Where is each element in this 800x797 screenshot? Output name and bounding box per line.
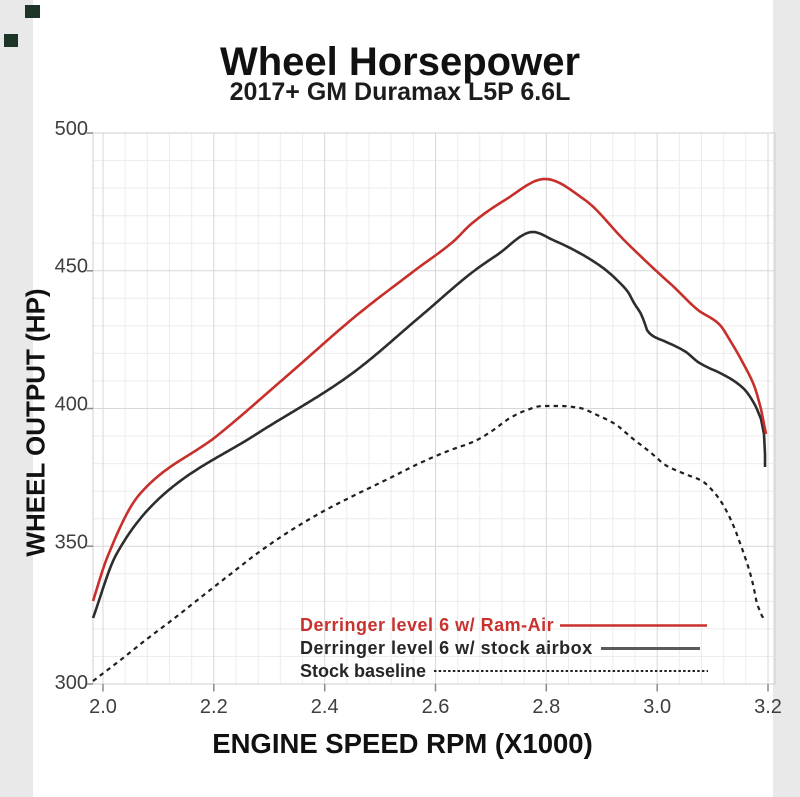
svg-text:2.8: 2.8 <box>532 696 560 718</box>
svg-text:2.0: 2.0 <box>89 696 117 718</box>
svg-text:2.4: 2.4 <box>311 696 339 718</box>
svg-text:Derringer level 6 w/ stock air: Derringer level 6 w/ stock airbox <box>300 638 593 658</box>
svg-text:Stock baseline: Stock baseline <box>300 661 426 681</box>
svg-text:3.2: 3.2 <box>754 696 782 718</box>
svg-text:2.6: 2.6 <box>422 696 450 718</box>
svg-text:350: 350 <box>55 531 88 553</box>
svg-text:2.2: 2.2 <box>200 696 228 718</box>
svg-text:400: 400 <box>55 394 88 416</box>
svg-text:450: 450 <box>55 256 88 278</box>
svg-text:3.0: 3.0 <box>643 696 671 718</box>
svg-text:500: 500 <box>55 118 88 140</box>
svg-text:300: 300 <box>55 672 88 694</box>
svg-text:Derringer level 6 w/ Ram-Air: Derringer level 6 w/ Ram-Air <box>300 615 554 635</box>
